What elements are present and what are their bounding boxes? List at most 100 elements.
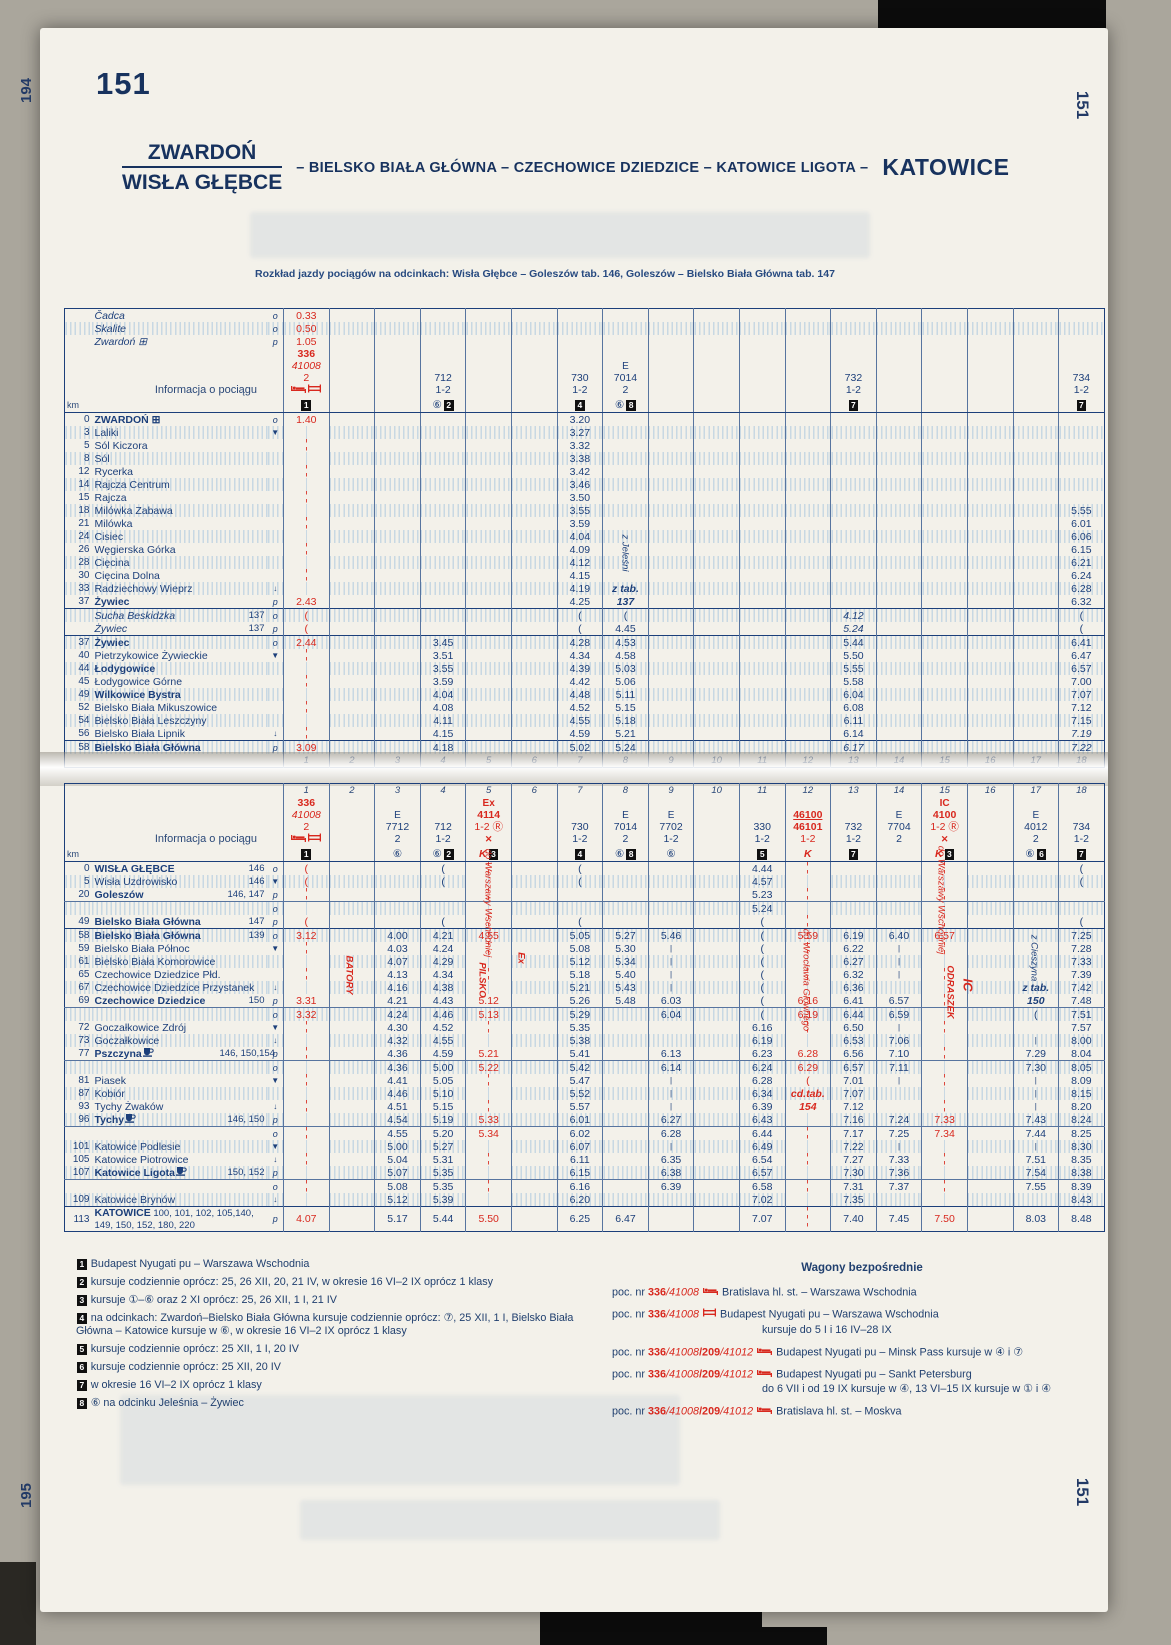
time-cell (966, 1047, 1013, 1061)
time-cell (784, 955, 831, 969)
arrival-departure-mark (267, 1087, 284, 1101)
time-cell (921, 569, 968, 583)
time-cell (328, 1060, 375, 1075)
time-cell: 6.21 (1058, 556, 1105, 570)
wagon-line: poc. nr 336/41008 Budapest Nyugati pu – … (612, 1308, 1112, 1336)
time-cell: 4.54 (374, 1113, 421, 1127)
time-cell (875, 727, 922, 741)
time-cell (283, 1193, 330, 1207)
time-cell: 6.38 (647, 1166, 694, 1180)
time-cell (465, 517, 512, 531)
time-cell: 6.59 (875, 1007, 922, 1022)
time-cell (875, 478, 922, 492)
time-cell: 4.52 (556, 701, 603, 715)
time-cell (419, 308, 466, 322)
time-cell: 7.35 (830, 1193, 877, 1207)
timetable-row: 44 Łodygowice 3.55 4.39 5.03 5.55 6.57 (64, 662, 1105, 676)
time-cell (738, 701, 786, 715)
time-cell: 4.19 (556, 582, 603, 596)
time-cell (693, 714, 740, 728)
time-cell (921, 517, 968, 531)
vertical-annotation: BATORY (343, 955, 355, 995)
train-number: 730 (571, 372, 589, 385)
timetable-row: 0 WISŁA GŁĘBCE 146 o(((4.44( (64, 861, 1105, 876)
time-cell (602, 901, 649, 916)
station-cell (91, 1179, 220, 1194)
footnote-badge: 7 (848, 400, 859, 411)
timetable-row: 109 Katowice Brynów ↓ 5.12 5.39 6.20 7.02 7.35 8… (64, 1193, 1105, 1207)
time-cell (283, 504, 330, 518)
footnote-badge: 1 (301, 400, 312, 411)
footnote-text: ⑥ na odcinku Jeleśnia – Żywiec (87, 1397, 244, 1409)
time-cell (602, 1021, 649, 1035)
time-cell (784, 412, 831, 427)
footnote-badge: 2 (77, 1277, 87, 1288)
station-name: Katowice Brynów (94, 1193, 176, 1206)
time-cell (602, 530, 649, 544)
time-cell (510, 426, 558, 440)
arrival-departure-mark (267, 478, 284, 492)
time-cell (738, 491, 786, 505)
table-refs: 137 (219, 608, 268, 623)
time-cell (374, 714, 421, 728)
time-cell (647, 412, 694, 427)
time-cell (784, 478, 831, 492)
time-cell (465, 465, 512, 479)
time-cell (283, 582, 330, 596)
badge-cell (966, 847, 1013, 863)
time-cell (1058, 491, 1105, 505)
time-cell (283, 1126, 330, 1141)
train-number: /41008 (666, 1286, 700, 1299)
wagon-prefix: poc. nr (612, 1405, 649, 1418)
time-cell (966, 622, 1013, 636)
table-refs: 146 (219, 861, 268, 876)
km-cell: 58 (64, 928, 92, 943)
timetable-row: Zwardoń ⊞ p 1.05 (65, 335, 1105, 348)
time-cell: 7.02 (738, 1193, 786, 1207)
time-cell: 3.31 (283, 994, 330, 1008)
time-cell: ( (738, 994, 786, 1008)
arrival-departure-mark: ▼ (271, 651, 280, 661)
badge-cell: 5 (738, 847, 786, 863)
time-cell: 4.07 (283, 1206, 330, 1232)
arrival-departure-mark: p (267, 1166, 284, 1180)
station-name: Piasek (94, 1074, 127, 1087)
train-header (647, 348, 694, 399)
arrival-departure-mark: p (272, 623, 278, 634)
time-cell: 5.44 (419, 1206, 466, 1232)
time-cell (465, 452, 512, 466)
badge-cell (784, 398, 831, 414)
time-cell (784, 888, 831, 902)
time-cell (510, 504, 558, 518)
time-cell (921, 1153, 968, 1167)
station-name: Tychy Żwaków (94, 1100, 164, 1113)
time-cell: 5.27 (602, 928, 649, 943)
station-name: Rajcza (94, 491, 127, 504)
time-cell (328, 1021, 375, 1035)
time-cell (921, 608, 968, 623)
table-refs (220, 1074, 268, 1087)
time-cell (784, 569, 831, 583)
time-cell (738, 595, 786, 609)
time-cell (921, 1034, 968, 1048)
km-cell: 73 (64, 1034, 92, 1048)
time-cell: 7.27 (830, 1153, 877, 1167)
badge-cell (875, 398, 922, 414)
time-cell (1012, 569, 1059, 583)
time-cell (283, 491, 330, 505)
time-cell: 5.04 (374, 1153, 421, 1167)
time-cell (1058, 452, 1105, 466)
time-cell (1012, 478, 1059, 492)
time-cell (921, 994, 968, 1008)
station-cell: Cięcina Dolna (92, 569, 220, 582)
km-cell: 61 (64, 955, 92, 969)
time-cell (1012, 452, 1059, 466)
station-cell: Goczałkowice (91, 1034, 220, 1048)
wagon-route: Bratislava hl. st. – Moskva (773, 1405, 902, 1418)
time-cell (465, 335, 512, 348)
table-number-right-bottom: 151 (1073, 1477, 1093, 1507)
time-cell (465, 955, 512, 969)
arrival-departure-mark: o (267, 901, 284, 916)
station-cell: Żywiec (91, 635, 220, 650)
